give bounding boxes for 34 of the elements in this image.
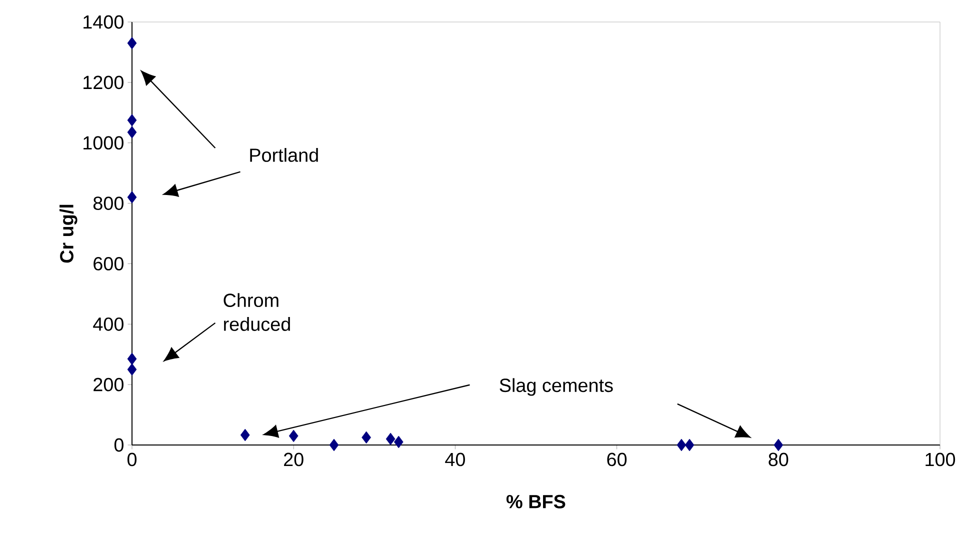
- point: [394, 436, 404, 448]
- point: [684, 438, 694, 452]
- x-tick-label: 100: [926, 452, 956, 466]
- annotation: Chrom reduced: [224, 293, 290, 331]
- y-tick-label: 600: [94, 257, 124, 270]
- x-tick-label: 40: [445, 452, 465, 466]
- y-tick-label: 0: [114, 438, 124, 452]
- point: [127, 114, 137, 126]
- point: [386, 432, 396, 446]
- y-tick-label: 1000: [84, 136, 124, 150]
- annotation: Portland: [250, 148, 318, 162]
- point: [288, 430, 298, 442]
- point: [676, 438, 686, 452]
- y-axis-title: Cr ug/l: [60, 204, 78, 263]
- point: [127, 363, 137, 376]
- x-tick-label: 80: [768, 452, 788, 466]
- annotation: Slag cements: [500, 378, 613, 396]
- y-tick-label: 400: [93, 317, 124, 331]
- y-tick-label: 200: [94, 378, 124, 392]
- x-tick-label: 0: [127, 452, 137, 466]
- point: [774, 438, 784, 452]
- point: [127, 191, 137, 204]
- point: [362, 431, 372, 444]
- x-tick-label: 20: [284, 452, 304, 466]
- point: [127, 352, 137, 366]
- point: [329, 438, 339, 452]
- point: [240, 428, 250, 442]
- point: [127, 126, 137, 138]
- y-tick-label: 1200: [84, 76, 124, 90]
- x-axis-title: % BFS: [506, 494, 566, 508]
- x-tick-label: 60: [607, 452, 627, 466]
- point: [127, 36, 137, 50]
- y-tick-label: 800: [93, 196, 124, 210]
- y-tick-label: 1400: [84, 15, 124, 29]
